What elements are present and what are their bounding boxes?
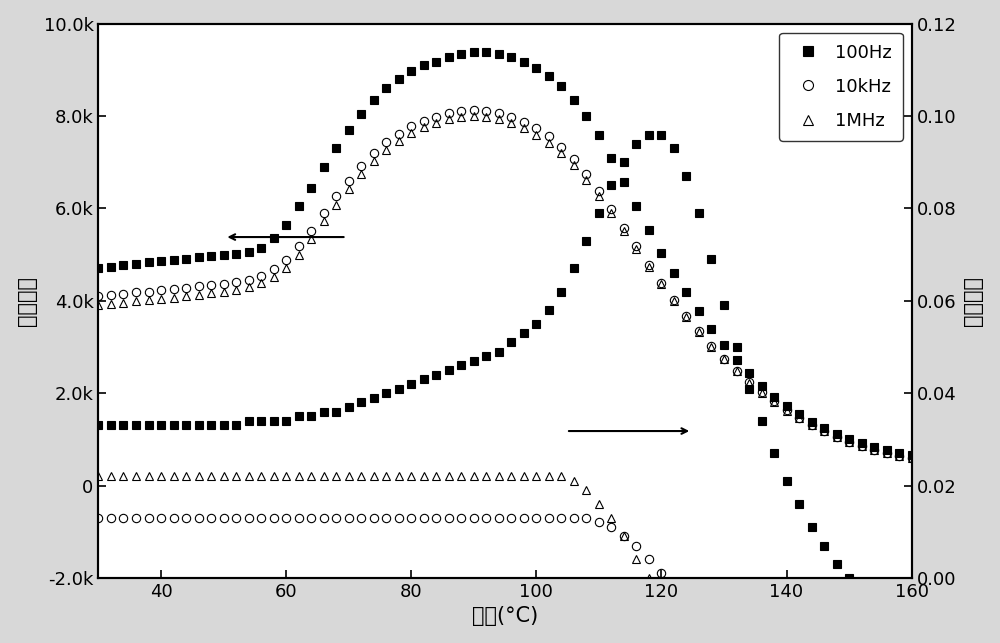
1MHz [92, 302, 104, 309]
100Hz [443, 53, 455, 61]
100Hz [343, 126, 355, 134]
Y-axis label: 介电常数: 介电常数 [17, 276, 37, 326]
10kHz [468, 106, 480, 114]
Line: 10kHz: 10kHz [94, 106, 916, 462]
100Hz [155, 257, 167, 265]
100Hz [468, 48, 480, 56]
100Hz [293, 203, 305, 210]
10kHz [443, 109, 455, 117]
1MHz [343, 185, 355, 193]
1MHz [443, 115, 455, 123]
100Hz [856, 439, 868, 447]
Legend: 100Hz, 10kHz, 1MHz: 100Hz, 10kHz, 1MHz [779, 33, 903, 141]
10kHz [743, 377, 755, 385]
100Hz [906, 451, 918, 459]
10kHz [906, 454, 918, 462]
1MHz [906, 454, 918, 462]
1MHz [856, 442, 868, 449]
10kHz [293, 242, 305, 250]
Y-axis label: 介电捯耗: 介电捯耗 [963, 276, 983, 326]
1MHz [155, 295, 167, 303]
10kHz [155, 286, 167, 294]
100Hz [743, 370, 755, 377]
Line: 100Hz: 100Hz [94, 48, 916, 459]
10kHz [92, 293, 104, 300]
X-axis label: 温度(°C): 温度(°C) [472, 606, 538, 626]
1MHz [293, 251, 305, 258]
10kHz [343, 177, 355, 185]
10kHz [856, 442, 868, 449]
1MHz [468, 112, 480, 120]
Line: 1MHz: 1MHz [94, 111, 916, 462]
100Hz [92, 265, 104, 273]
1MHz [743, 379, 755, 386]
